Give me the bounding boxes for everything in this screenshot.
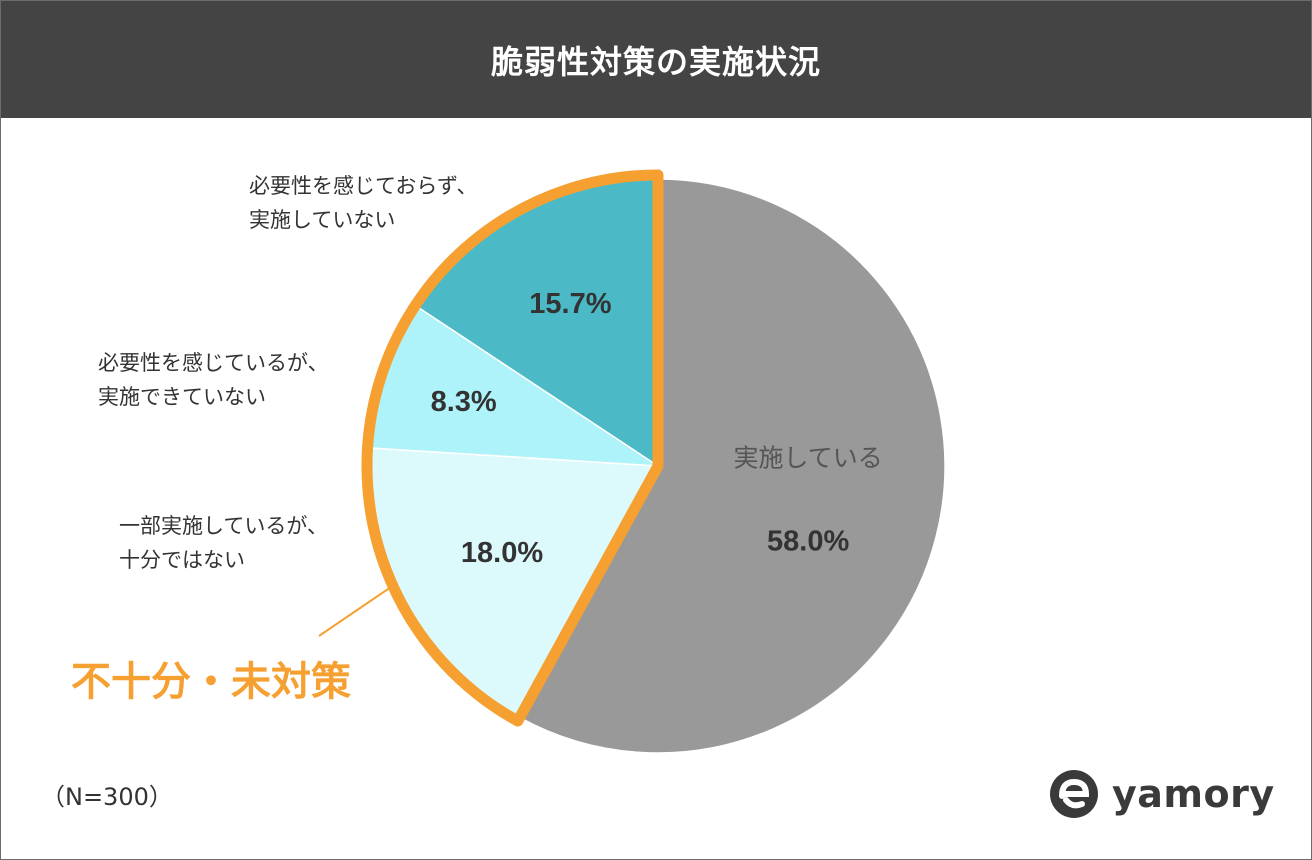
category-label-line: 実施していない	[249, 208, 396, 232]
category-label-line: 必要性を感じているが、	[98, 351, 329, 375]
category-label-line: 一部実施しているが、	[119, 514, 328, 538]
highlight-outline	[361, 169, 664, 727]
category-label-implemented: 実施している	[733, 444, 882, 473]
yamory-logo-text: yamory	[1112, 772, 1275, 816]
slice-implemented	[518, 178, 946, 754]
value-label: 58.0%	[767, 526, 849, 558]
yamory-logo-icon	[1050, 770, 1098, 818]
value-label: 15.7%	[529, 288, 611, 320]
sample-size-note: （N=300）	[41, 783, 173, 811]
chart-title: 脆弱性対策の実施状況	[490, 42, 821, 81]
category-label-not-needed: 必要性を感じておらず、 実施していない	[249, 169, 477, 237]
category-label-line: 必要性を感じておらず、	[249, 174, 478, 198]
value-label: 18.0%	[461, 537, 543, 569]
value-label: 8.3%	[431, 386, 497, 418]
category-label-line: 十分ではない	[119, 548, 245, 572]
highlight-label: 不十分・未対策	[71, 659, 351, 705]
header-bar: 脆弱性対策の実施状況	[1, 1, 1311, 118]
category-label-partial: 一部実施しているが、 十分ではない	[119, 509, 328, 577]
highlight-leader-line	[318, 586, 392, 637]
category-label-line: 実施できていない	[98, 385, 266, 409]
category-label-not-implemented: 必要性を感じているが、 実施できていない	[98, 346, 329, 414]
yamory-logo: yamory	[1046, 766, 1275, 822]
